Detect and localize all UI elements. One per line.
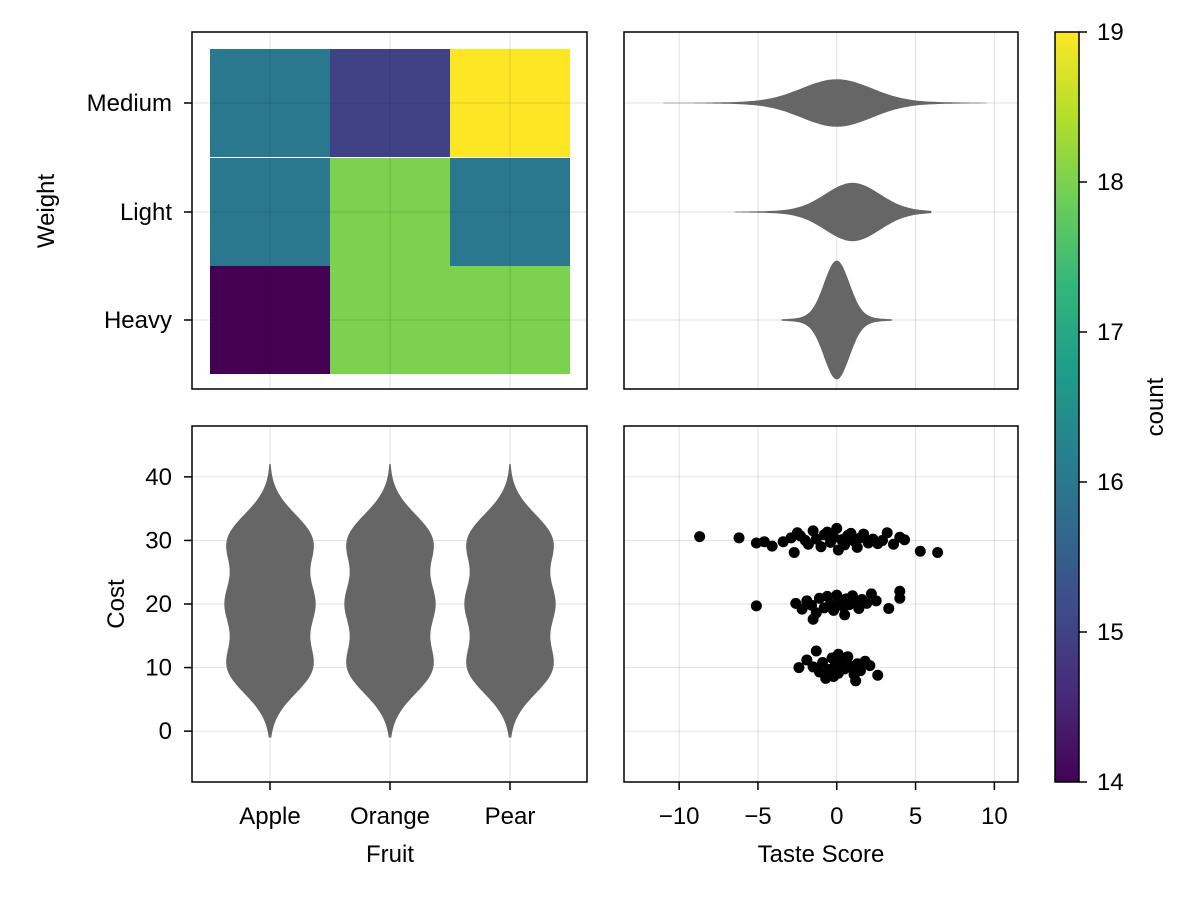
scatter-point [817, 656, 829, 668]
scatter-point [793, 662, 805, 674]
heatmap-cell-heavy-orange [330, 266, 450, 374]
scatter-point [694, 531, 706, 543]
scatter-point [887, 538, 899, 550]
cost-y-tick-label: 30 [145, 527, 172, 554]
scatter-point [894, 592, 906, 604]
heatmap-y-tick-label: Heavy [104, 307, 172, 334]
scatter-point [864, 660, 876, 672]
colorbar-frame [1054, 31, 1080, 783]
scatter-point [807, 525, 819, 537]
heatmap-cell-heavy-pear [450, 266, 570, 374]
scatter-point [815, 541, 827, 553]
cost-y-tick-label: 10 [145, 655, 172, 682]
colorbar-tick-label: 18 [1097, 169, 1124, 196]
scatter-point [807, 613, 819, 625]
scatter-point [801, 654, 813, 666]
scatter-point [914, 545, 926, 557]
cost-y-axis-label: Cost [103, 579, 130, 629]
scatter-point [851, 541, 863, 553]
taste-violin-panel [623, 31, 1019, 390]
taste-x-tick-label: 5 [909, 803, 922, 830]
scatter-point [854, 665, 866, 677]
colorbar-tick-label: 16 [1097, 469, 1124, 496]
colorbar-label: count [1142, 377, 1169, 436]
cost-y-tick-label: 20 [145, 591, 172, 618]
heatmap-panel: Heavy Light Medium Weight [33, 31, 588, 390]
scatter-point [831, 522, 843, 534]
taste-x-tick-label: −5 [744, 803, 771, 830]
scatter-point [828, 604, 840, 616]
scatter-point [858, 528, 870, 540]
taste-violin-frame [623, 31, 1019, 390]
taste-x-tick-label: 0 [830, 803, 843, 830]
scatter-point [861, 597, 873, 609]
heatmap-cell-medium-apple [210, 49, 330, 157]
heatmap-y-axis-label: Weight [33, 174, 60, 249]
colorbar-tick-label: 15 [1097, 619, 1124, 646]
scatter-point [788, 547, 800, 559]
fruit-x-tick-label: Orange [350, 803, 430, 830]
scatter-point [872, 669, 884, 681]
scatter-point [810, 645, 822, 657]
scatter-point [881, 527, 893, 539]
taste-violin-heavy [781, 260, 892, 380]
scatter-frame [623, 425, 1019, 783]
cost-violin-panel: 0 10 20 30 40 Apple Orange Pear Fruit Cost [103, 425, 588, 868]
heatmap-cell-medium-pear [450, 49, 570, 157]
scatter-point [850, 675, 862, 687]
scatter-point [853, 602, 865, 614]
colorbar-tick-label: 17 [1097, 319, 1124, 346]
scatter-point [796, 603, 808, 615]
scatter-point [839, 609, 851, 621]
taste-violin-medium [663, 79, 987, 127]
cost-violin-pear [464, 464, 556, 738]
colorbar-tick-label: 14 [1097, 769, 1124, 796]
scatter-point [733, 532, 745, 544]
cost-y-tick-label: 0 [159, 718, 172, 745]
heatmap-cell-heavy-apple [210, 266, 330, 374]
cost-violin-apple [224, 464, 316, 738]
heatmap-cell-light-orange [330, 158, 450, 266]
scatter-point [932, 547, 944, 559]
fruit-x-axis-label: Fruit [366, 841, 414, 868]
heatmap-cell-light-pear [450, 158, 570, 266]
heatmap-cell-medium-orange [330, 49, 450, 157]
taste-scatter-panel: −10 −5 0 5 10 Taste Score [623, 425, 1019, 868]
fruit-x-tick-label: Pear [485, 803, 536, 830]
scatter-point [899, 534, 911, 546]
taste-x-axis-label: Taste Score [758, 841, 885, 868]
heatmap-y-tick-label: Light [120, 199, 172, 226]
heatmap-cell-light-apple [210, 158, 330, 266]
heatmap-frame [191, 31, 588, 390]
scatter-point [883, 602, 895, 614]
taste-violin-light [734, 182, 932, 242]
scatter-point [842, 651, 854, 663]
fruit-x-tick-label: Apple [239, 803, 300, 830]
cost-violin-orange [344, 464, 436, 738]
taste-x-tick-label: 10 [981, 803, 1008, 830]
colorbar-gradient-bar [1055, 32, 1079, 782]
taste-x-tick-label: −10 [659, 803, 700, 830]
heatmap-y-tick-label: Medium [87, 90, 172, 117]
colorbar-tick-label: 19 [1097, 19, 1124, 46]
scatter-point [802, 538, 814, 550]
scatter-point [828, 670, 840, 682]
scatter-point [766, 540, 778, 552]
scatter-point [750, 600, 762, 612]
cost-y-tick-label: 40 [145, 464, 172, 491]
scatter-point [870, 595, 882, 607]
colorbar: 14 15 16 17 18 19 count [1054, 19, 1169, 796]
scatter-point [839, 539, 851, 551]
